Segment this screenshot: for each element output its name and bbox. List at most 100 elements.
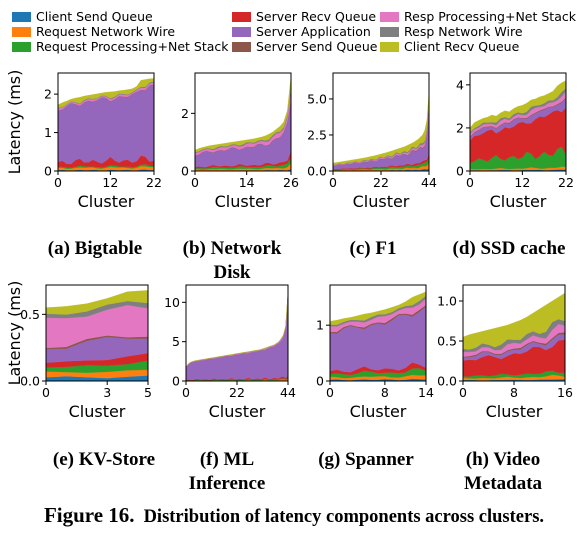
- panel-caption-line: (b) Network: [183, 238, 282, 259]
- legend-item-resp-network-wire: Resp Network Wire: [380, 24, 523, 39]
- legend-item-server-recv-queue: Server Recv Queue: [232, 9, 376, 24]
- y-tick-label: 0.5: [20, 307, 40, 322]
- figure-caption-label: Figure 16.: [44, 503, 135, 527]
- x-tick-label: 3: [103, 385, 111, 400]
- legend-item-resp-processing-net-stack: Resp Processing+Net Stack: [380, 9, 577, 24]
- panel-6: 0 22 44 0 5 10 Cluster: [164, 284, 296, 421]
- y-axis-labels: Latency (ms) Latency (ms): [5, 70, 24, 386]
- x-axis-label: Cluster: [69, 402, 126, 421]
- panel-caption-line: (e) KV-Store: [53, 449, 155, 470]
- legend-swatch: [232, 12, 251, 22]
- x-tick-label: 8: [381, 385, 389, 400]
- x-tick-label: 12: [514, 175, 530, 190]
- panel-captions: (a) Bigtable (b) Network Disk (c) F1 (d) SSD…: [48, 238, 566, 494]
- axes-frame: [469, 72, 567, 172]
- y-tick-label: 0: [172, 374, 180, 389]
- x-tick-label: 0: [326, 385, 334, 400]
- legend-label: Server Application: [256, 24, 371, 39]
- x-tick-label: 0: [182, 385, 190, 400]
- x-axis-label: Cluster: [353, 192, 410, 211]
- legend-label: Server Recv Queue: [256, 9, 376, 24]
- figure-caption: Figure 16. Distribution of latency compo…: [44, 503, 544, 527]
- axes-frame: [194, 72, 292, 172]
- panel-caption-7: (g) Spanner: [318, 449, 414, 470]
- x-tick-label: 44: [421, 175, 437, 190]
- legend-swatch: [12, 42, 31, 52]
- x-tick-label: 22: [229, 385, 245, 400]
- y-tick-label: 5.0: [307, 91, 327, 106]
- legend-label: Client Send Queue: [36, 9, 153, 24]
- panel-caption-2: (b) Network Disk: [183, 238, 282, 283]
- axes-frame: [57, 72, 155, 172]
- x-tick-label: 22: [558, 175, 574, 190]
- y-axis-label-row-2: Latency (ms): [5, 281, 24, 386]
- legend-swatch: [232, 42, 251, 52]
- x-tick-label: 22: [373, 175, 389, 190]
- area-server-application: [332, 112, 430, 170]
- y-tick-label: 2.5: [307, 127, 327, 142]
- panel-caption-line: (a) Bigtable: [48, 238, 142, 259]
- panel-caption-line: (h) Video: [466, 449, 540, 470]
- x-tick-label: 8: [510, 385, 518, 400]
- panel-caption-line: (g) Spanner: [318, 449, 414, 470]
- panel-caption-6: (f) ML Inference: [189, 449, 266, 494]
- area-server-application: [185, 295, 289, 381]
- x-tick-label: 44: [280, 385, 296, 400]
- y-tick-label: 0: [456, 164, 464, 179]
- panel-caption-line: (d) SSD cache: [453, 238, 566, 259]
- legend-label: Resp Network Wire: [404, 24, 523, 39]
- panel-caption-line: Inference: [189, 473, 266, 494]
- legend-item-server-application: Server Application: [232, 24, 371, 39]
- x-tick-label: 26: [283, 175, 299, 190]
- axes-frame: [45, 284, 149, 382]
- x-tick-label: 0: [329, 175, 337, 190]
- y-tick-label: 0: [316, 374, 324, 389]
- panel-8: 0 8 16 0.0 0.5 1.0 Cluster: [437, 284, 573, 421]
- x-tick-label: 22: [146, 175, 162, 190]
- y-tick-label: 1.0: [437, 294, 457, 309]
- y-tick-label: 2: [44, 87, 52, 102]
- x-tick-label: 5: [144, 385, 152, 400]
- legend-item-server-send-queue: Server Send Queue: [232, 39, 378, 54]
- panel-caption-line: Metadata: [464, 473, 543, 494]
- x-tick-label: 0: [54, 175, 62, 190]
- legend-swatch: [380, 12, 399, 22]
- panel-5: 0 3 5 0.0 0.5 Cluster: [20, 284, 152, 421]
- x-tick-label: 0: [42, 385, 50, 400]
- y-tick-label: 0.0: [307, 164, 327, 179]
- panel-caption-line: (f) ML: [200, 449, 254, 470]
- x-axis-label: Cluster: [486, 402, 543, 421]
- panel-2: 0 14 26 0 2 Cluster: [181, 72, 299, 211]
- legend-item-client-send-queue: Client Send Queue: [12, 9, 153, 24]
- y-tick-label: 10: [164, 295, 180, 310]
- axes-frame: [329, 284, 427, 382]
- x-tick-label: 14: [239, 175, 255, 190]
- legend-label: Client Recv Queue: [404, 39, 520, 54]
- y-tick-label: 0: [181, 164, 189, 179]
- panel-4: 0 12 22 0 2 4 Cluster: [456, 72, 574, 211]
- legend-swatch: [380, 42, 399, 52]
- x-tick-label: 14: [418, 385, 434, 400]
- y-tick-label: 0: [44, 164, 52, 179]
- x-axis-label: Cluster: [350, 402, 407, 421]
- y-tick-label: 1: [316, 318, 324, 333]
- panel-caption-5: (e) KV-Store: [53, 449, 155, 470]
- y-tick-label: 2: [456, 120, 464, 135]
- x-tick-label: 0: [191, 175, 199, 190]
- legend-swatch: [380, 27, 399, 37]
- x-tick-label: 0: [459, 385, 467, 400]
- legend-swatch: [12, 27, 31, 37]
- panel-3: 0 22 44 0.0 2.5 5.0 Cluster: [307, 72, 437, 211]
- panel-7: 0 8 14 0 1 Cluster: [316, 284, 434, 421]
- y-axis-label-row-1: Latency (ms): [5, 70, 24, 175]
- x-tick-label: 16: [557, 385, 573, 400]
- y-tick-label: 0.5: [437, 334, 457, 349]
- x-tick-label: 12: [102, 175, 118, 190]
- legend-item-request-network-wire: Request Network Wire: [12, 24, 175, 39]
- legend-label: Resp Processing+Net Stack: [404, 9, 577, 24]
- legend-item-request-processing-net-stack: Request Processing+Net Stack: [12, 39, 229, 54]
- legend-item-client-recv-queue: Client Recv Queue: [380, 39, 520, 54]
